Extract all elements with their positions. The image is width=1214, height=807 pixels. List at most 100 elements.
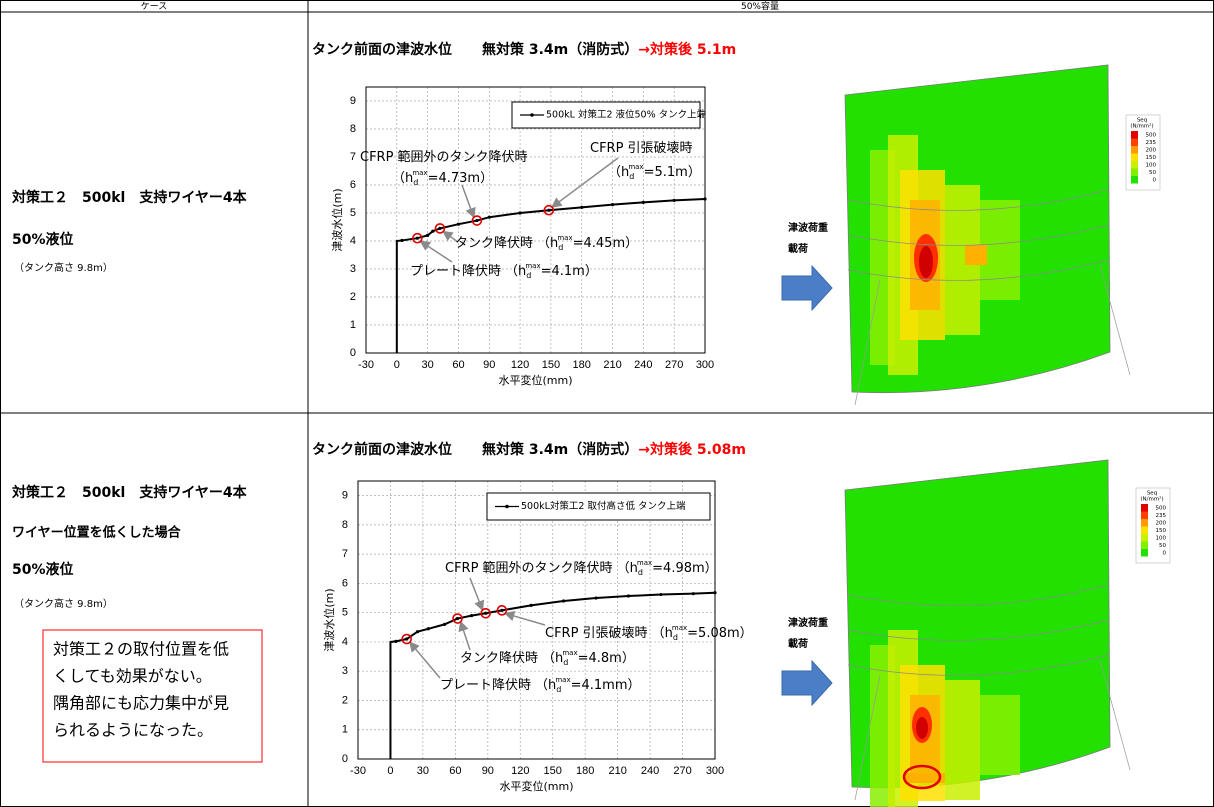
y-tick-label: 9	[342, 490, 348, 502]
fem-legend-tick: 235	[1156, 513, 1167, 519]
series-marker	[405, 637, 408, 640]
annotation: CFRP 範囲外のタンク降伏時（hdmax=4.98m）	[445, 559, 718, 577]
annotation-sup: max	[412, 169, 427, 177]
legend-label: 500kL 対策工2 液位50% タンク上端	[546, 109, 707, 121]
y-tick-label: 0	[350, 347, 356, 359]
series-marker	[400, 239, 403, 242]
remark-line: 隅角部にも応力集中が見	[53, 694, 229, 713]
annotation-sub: d	[629, 172, 634, 181]
series-marker	[427, 627, 430, 630]
x-tick-label: 90	[483, 359, 495, 371]
y-tick-label: 3	[342, 665, 348, 677]
series-marker	[692, 592, 695, 595]
annotation-detail: =4.73m）	[428, 171, 494, 186]
annotation-text: プレート降伏時	[410, 264, 501, 279]
x-tick-label: 0	[394, 359, 400, 371]
fem-legend-unit: (N/mm²)	[1140, 496, 1163, 503]
annotation-sub: d	[558, 243, 563, 252]
header-cell: 50%容量	[741, 0, 779, 12]
fem-legend-tick: 150	[1146, 155, 1157, 161]
heading-baseline: 無対策 3.4m（消防式）	[482, 441, 638, 458]
fem-legend-swatch	[1141, 504, 1148, 512]
annotation-detail: （h	[505, 264, 526, 279]
annotation-detail: =5.1m）	[644, 165, 701, 180]
legend-swatch-marker	[505, 505, 509, 509]
y-axis-label: 津波水位(m)	[330, 188, 344, 251]
x-tick-label: 270	[665, 359, 683, 371]
annotation-detail: =4.8m）	[578, 651, 635, 666]
y-tick-label: 1	[350, 319, 356, 331]
series-marker	[562, 599, 565, 602]
y-tick-label: 3	[350, 263, 356, 275]
series-marker	[659, 593, 662, 596]
fem-legend-tick: 50	[1159, 543, 1166, 549]
series-marker	[500, 609, 503, 612]
series-marker	[529, 604, 532, 607]
fem-legend-swatch	[1141, 527, 1148, 535]
x-tick-label: 120	[511, 765, 529, 777]
case-height: （タンク高さ 9.8m）	[14, 597, 113, 610]
x-tick-label: 90	[482, 765, 494, 777]
heading: タンク前面の津波水位無対策 3.4m（消防式）→対策後 5.1m	[312, 41, 736, 58]
fem-legend-tick: 200	[1156, 521, 1167, 527]
annotation: CFRP 引張破壊時	[590, 141, 693, 156]
x-tick-label: 210	[608, 765, 626, 777]
fem-legend-tick: 100	[1156, 536, 1167, 542]
legend-label: 500kL対策工2 取付高さ低 タンク上端	[521, 500, 686, 512]
annotation-detail: =4.98m）	[652, 561, 718, 576]
annotation-sup: max	[637, 559, 652, 567]
x-tick-label: 270	[673, 765, 691, 777]
annotation-sup: max	[555, 676, 570, 684]
series-marker	[457, 223, 460, 226]
remark-line: られるようになった。	[53, 721, 213, 740]
annotation: プレート降伏時（hdmax=4.1mm）	[440, 676, 641, 694]
x-tick-label: 180	[576, 765, 594, 777]
x-tick-label: 30	[417, 765, 429, 777]
annotation-text: タンク降伏時	[455, 236, 533, 251]
x-tick-label: 300	[696, 359, 714, 371]
y-tick-label: 8	[342, 519, 348, 531]
fem-legend-swatch	[1131, 131, 1138, 139]
annotation: CFRP 範囲外のタンク降伏時	[360, 150, 528, 165]
annotation-detail: =4.1mm）	[571, 678, 641, 693]
series-marker	[416, 237, 419, 240]
annotation-sub: d	[556, 685, 561, 694]
legend-swatch-marker	[530, 113, 534, 117]
series-marker	[394, 640, 397, 643]
stress-zone	[965, 245, 987, 265]
fem-legend-tick: 50	[1149, 170, 1156, 176]
case-level: 50%液位	[12, 561, 74, 578]
fem-legend-swatch	[1141, 519, 1148, 527]
annotation: タンク降伏時（hdmax=4.45m）	[455, 234, 638, 252]
case-title: 対策工２ 500kl 支持ワイヤー4本	[11, 484, 248, 501]
document: ケース 50%容量 対策工２ 500kl 支持ワイヤー4本50%液位（タンク高さ…	[0, 0, 1214, 807]
fem-legend-swatch	[1141, 512, 1148, 520]
fem-legend-tick: 500	[1146, 133, 1157, 139]
annotation-sup: max	[562, 649, 577, 657]
x-tick-label: -30	[358, 359, 374, 371]
annotation-detail: （h	[652, 626, 673, 641]
annotation-detail: （h	[608, 165, 629, 180]
x-tick-label: 150	[544, 765, 562, 777]
y-tick-label: 7	[350, 151, 356, 163]
fem-legend-swatch	[1131, 161, 1138, 169]
fem-legend-swatch	[1131, 169, 1138, 177]
x-tick-label: 240	[634, 359, 652, 371]
fem-legend-tick: 0	[1153, 178, 1157, 184]
fem-legend-swatch	[1131, 146, 1138, 154]
heading-result: →対策後 5.08m	[638, 441, 746, 458]
annotation-text: CFRP 範囲外のタンク降伏時	[360, 150, 528, 165]
annotation: （hdmax=4.73m）	[392, 169, 493, 187]
heading: タンク前面の津波水位無対策 3.4m（消防式）→対策後 5.08m	[312, 441, 746, 458]
x-tick-label: 210	[603, 359, 621, 371]
x-axis-label: 水平変位(mm)	[499, 779, 573, 793]
y-tick-label: 9	[350, 95, 356, 107]
case-note: ワイヤー位置を低くした場合	[12, 525, 182, 541]
annotation-text: タンク降伏時	[460, 651, 538, 666]
annotation-detail: =5.08m）	[687, 626, 753, 641]
x-tick-label: 300	[706, 765, 724, 777]
annotation: タンク降伏時（hdmax=4.8m）	[460, 649, 635, 667]
series-marker	[580, 206, 583, 209]
load-label: 載荷	[788, 242, 808, 255]
case-title: 対策工２ 500kl 支持ワイヤー4本	[11, 189, 248, 206]
